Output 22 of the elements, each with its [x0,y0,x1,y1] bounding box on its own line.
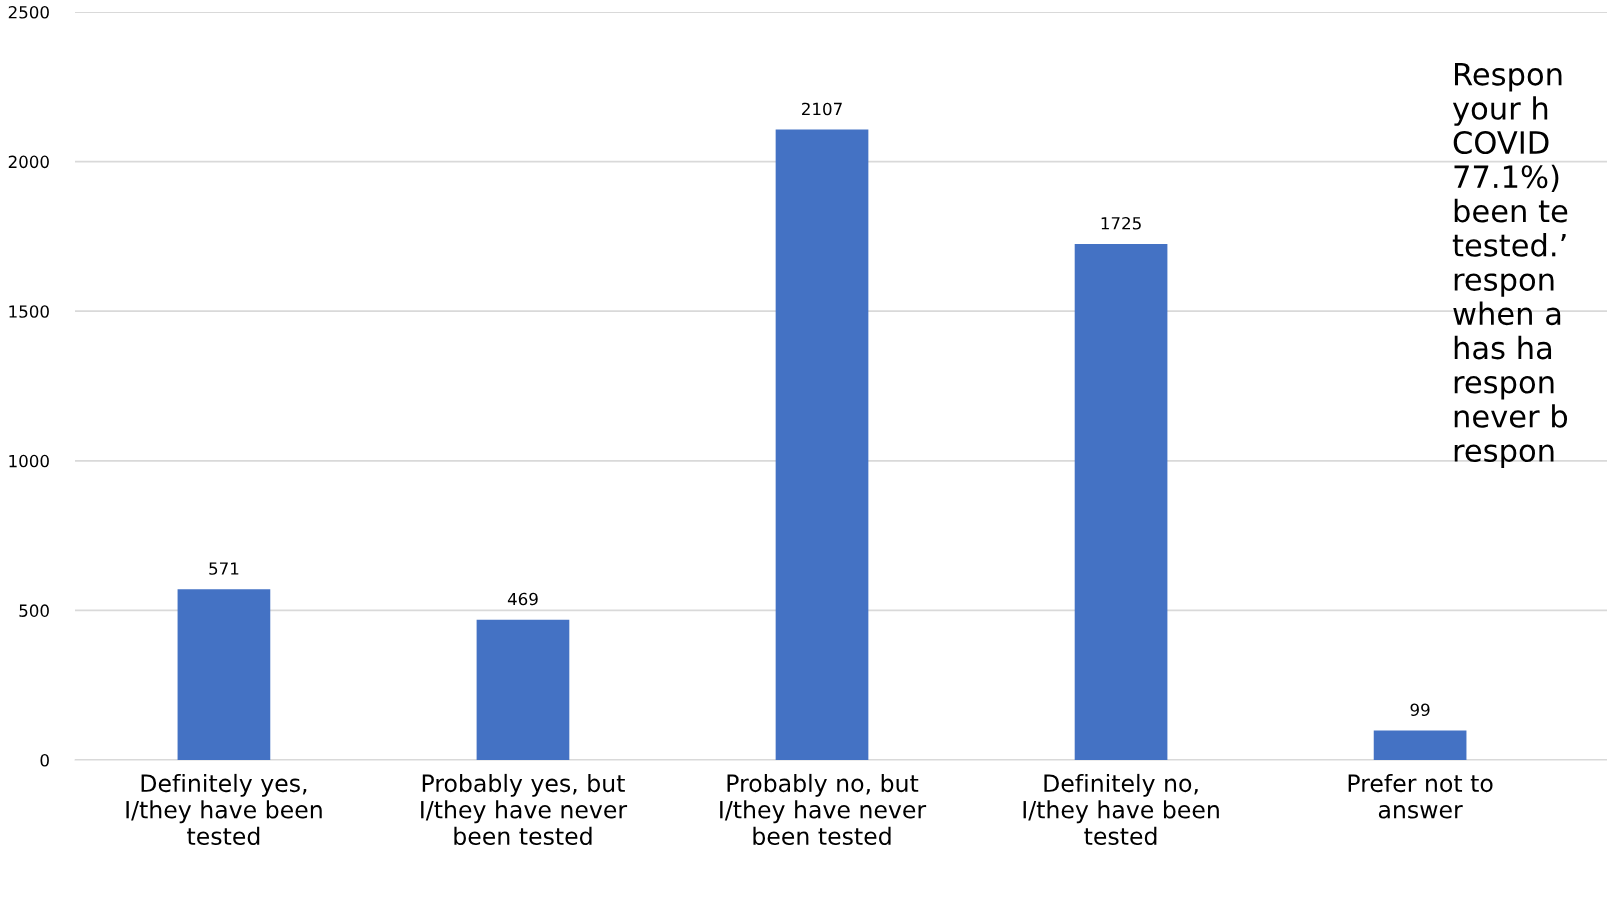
bar [775,129,869,760]
x-tick-label: Definitely yes, I/they have been tested [126,773,322,846]
bar [476,619,570,760]
y-tick-label: 1000 [9,454,49,468]
bar [1373,730,1467,760]
data-label: 571 [209,562,239,575]
x-tick-label: Prefer not to answer [1348,773,1493,819]
data-label: 2107 [802,102,842,116]
y-tick-label: 2500 [8,5,49,19]
y-tick-label: 2000 [8,155,49,169]
y-tick-label: 0 [40,753,49,767]
data-label: 99 [1410,703,1430,717]
bar [1074,243,1168,760]
x-tick-label: Probably no, but I/they have never been tested [720,773,927,846]
data-label: 1725 [1101,216,1141,230]
x-tick-label: Probably yes, but I/they have never been tested [421,773,628,846]
text: Respon your h COVID 77.1%) been te tested.’ respon when a has ha respon never b respon [1452,62,1568,468]
bar [177,589,271,760]
data-label: 469 [507,592,538,606]
y-tick-label: 500 [19,604,49,617]
x-tick-label: Definitely no, I/they have been tested [1023,773,1219,846]
y-tick-label: 1500 [9,305,49,318]
